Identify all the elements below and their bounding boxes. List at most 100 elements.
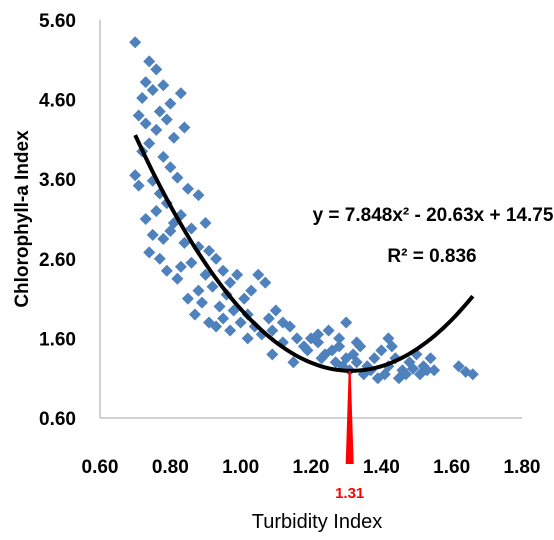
data-point	[350, 336, 363, 349]
data-points	[129, 36, 479, 385]
y-tick-label: 4.60	[39, 91, 76, 112]
data-point	[340, 316, 353, 329]
data-point	[174, 260, 187, 273]
data-point	[315, 352, 328, 365]
data-point	[283, 320, 296, 333]
data-point	[368, 352, 381, 365]
y-tick-label: 5.60	[39, 11, 76, 32]
x-tick-label: 0.80	[152, 457, 189, 478]
y-tick-labels: 0.60 1.60 2.60 3.60 4.60 5.60	[39, 11, 76, 430]
data-point	[424, 352, 437, 365]
data-point	[350, 356, 363, 369]
data-point	[266, 348, 279, 361]
data-point	[164, 161, 177, 174]
data-point	[195, 296, 208, 309]
data-point	[290, 332, 303, 345]
data-point	[210, 320, 223, 333]
data-point	[452, 360, 465, 373]
data-point	[206, 280, 219, 293]
data-point	[136, 92, 149, 105]
data-point	[252, 268, 265, 281]
data-point	[160, 113, 173, 126]
data-point	[245, 284, 258, 297]
y-axis-title: Chlorophyll-a Index	[12, 130, 33, 308]
x-tick-label: 1.80	[504, 457, 541, 478]
data-point	[399, 368, 412, 381]
data-point	[143, 55, 156, 68]
data-point	[199, 216, 212, 229]
data-point	[459, 365, 472, 378]
data-point	[157, 150, 170, 163]
data-point	[132, 179, 145, 192]
data-point	[150, 123, 163, 136]
data-point	[312, 328, 325, 341]
data-point	[301, 344, 314, 357]
data-point	[269, 304, 282, 317]
data-point	[139, 117, 152, 130]
data-point	[213, 300, 226, 313]
y-tick-label: 2.60	[39, 250, 76, 271]
data-point	[188, 308, 201, 321]
data-point	[174, 87, 187, 100]
trendline	[133, 134, 475, 373]
data-point	[164, 224, 177, 237]
data-point	[153, 252, 166, 265]
r-squared-label: R² = 0.836	[387, 246, 476, 267]
data-point	[181, 292, 194, 305]
data-point	[287, 356, 300, 369]
data-point	[238, 292, 251, 305]
y-tick-label: 3.60	[39, 170, 76, 191]
vertex-marker: 1.31	[335, 370, 364, 502]
y-tick-label: 0.60	[39, 409, 76, 430]
x-tick-label: 1.20	[293, 457, 330, 478]
data-point	[192, 284, 205, 297]
plot-area	[99, 20, 522, 419]
data-point	[157, 79, 170, 92]
data-point	[171, 171, 184, 184]
data-point	[181, 182, 194, 195]
data-point	[224, 276, 237, 289]
data-point	[378, 368, 391, 381]
data-point	[139, 76, 152, 89]
data-point	[129, 36, 142, 49]
data-point	[428, 364, 441, 377]
data-point	[217, 264, 230, 277]
data-point	[312, 336, 325, 349]
data-point	[157, 232, 170, 245]
data-point	[146, 84, 159, 97]
data-point	[146, 228, 159, 241]
data-point	[203, 244, 216, 257]
data-point	[375, 344, 388, 357]
trend-equation: y = 7.848x² - 20.63x + 14.75	[313, 205, 554, 226]
data-point	[178, 121, 191, 134]
data-point	[150, 205, 163, 218]
data-point	[164, 97, 177, 110]
data-point	[231, 268, 244, 281]
y-tick-label: 1.60	[39, 329, 76, 350]
x-tick-label: 1.60	[433, 457, 470, 478]
data-point	[217, 312, 230, 325]
data-point	[199, 268, 212, 281]
data-point	[129, 169, 142, 182]
data-point	[234, 316, 247, 329]
x-tick-label: 1.00	[222, 457, 259, 478]
x-axis-title: Turbidity Index	[252, 511, 382, 533]
data-point	[333, 332, 346, 345]
data-point	[153, 105, 166, 118]
data-point	[210, 252, 223, 265]
data-point	[132, 109, 145, 122]
data-point	[150, 63, 163, 76]
data-point	[333, 340, 346, 353]
data-point	[385, 340, 398, 353]
data-point	[266, 324, 279, 337]
x-tick-labels: 0.60 0.80 1.00 1.20 1.40 1.60 1.80	[82, 457, 541, 478]
data-point	[322, 324, 335, 337]
data-point	[224, 324, 237, 337]
data-point	[178, 236, 191, 249]
data-point	[406, 362, 419, 375]
vertex-marker-label: 1.31	[335, 485, 364, 502]
vertex-marker-wedge	[345, 370, 354, 464]
data-point	[259, 276, 272, 289]
data-point	[160, 264, 173, 277]
